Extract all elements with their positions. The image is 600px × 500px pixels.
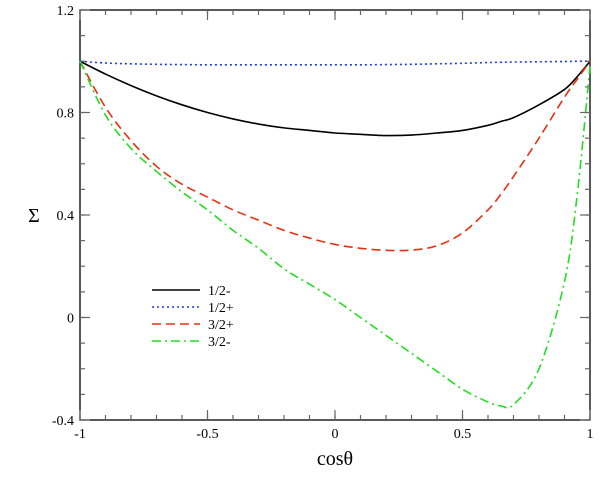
y-tick-label: 1.2 <box>57 4 75 19</box>
series-layer <box>79 60 591 409</box>
legend-label: 3/2+ <box>208 318 234 333</box>
tick-labels: -1 -0.5 0 0.5 1 -0.4 0 0.4 0.8 1.2 <box>52 4 594 442</box>
series-line-3-2- <box>79 60 591 252</box>
x-tick-label: 0.5 <box>454 427 472 442</box>
axis-ticks <box>79 9 591 421</box>
x-tick-label: 0 <box>332 427 339 442</box>
x-tick-label: -0.5 <box>196 427 218 442</box>
series-line-3-2- <box>79 60 591 409</box>
x-axis-label: cosθ <box>317 448 353 470</box>
y-tick-label: 0.4 <box>57 209 75 224</box>
plot-frame <box>79 9 591 421</box>
y-axis-label: Σ <box>28 205 40 227</box>
y-tick-label: 0.8 <box>57 107 75 122</box>
y-tick-label: 0 <box>67 312 74 327</box>
plot-border <box>79 9 591 421</box>
x-tick-label: -1 <box>74 427 86 442</box>
y-tick-label: -0.4 <box>52 414 74 429</box>
legend-label: 1/2+ <box>208 301 234 316</box>
x-tick-label: 1 <box>587 427 594 442</box>
legend-label: 3/2- <box>208 335 231 350</box>
series-line-1-2- <box>79 60 591 66</box>
legend-label: 1/2- <box>208 284 231 299</box>
legend: 1/2- 1/2+ 3/2+ 3/2- <box>152 284 234 350</box>
series-line-1-2- <box>79 60 591 137</box>
